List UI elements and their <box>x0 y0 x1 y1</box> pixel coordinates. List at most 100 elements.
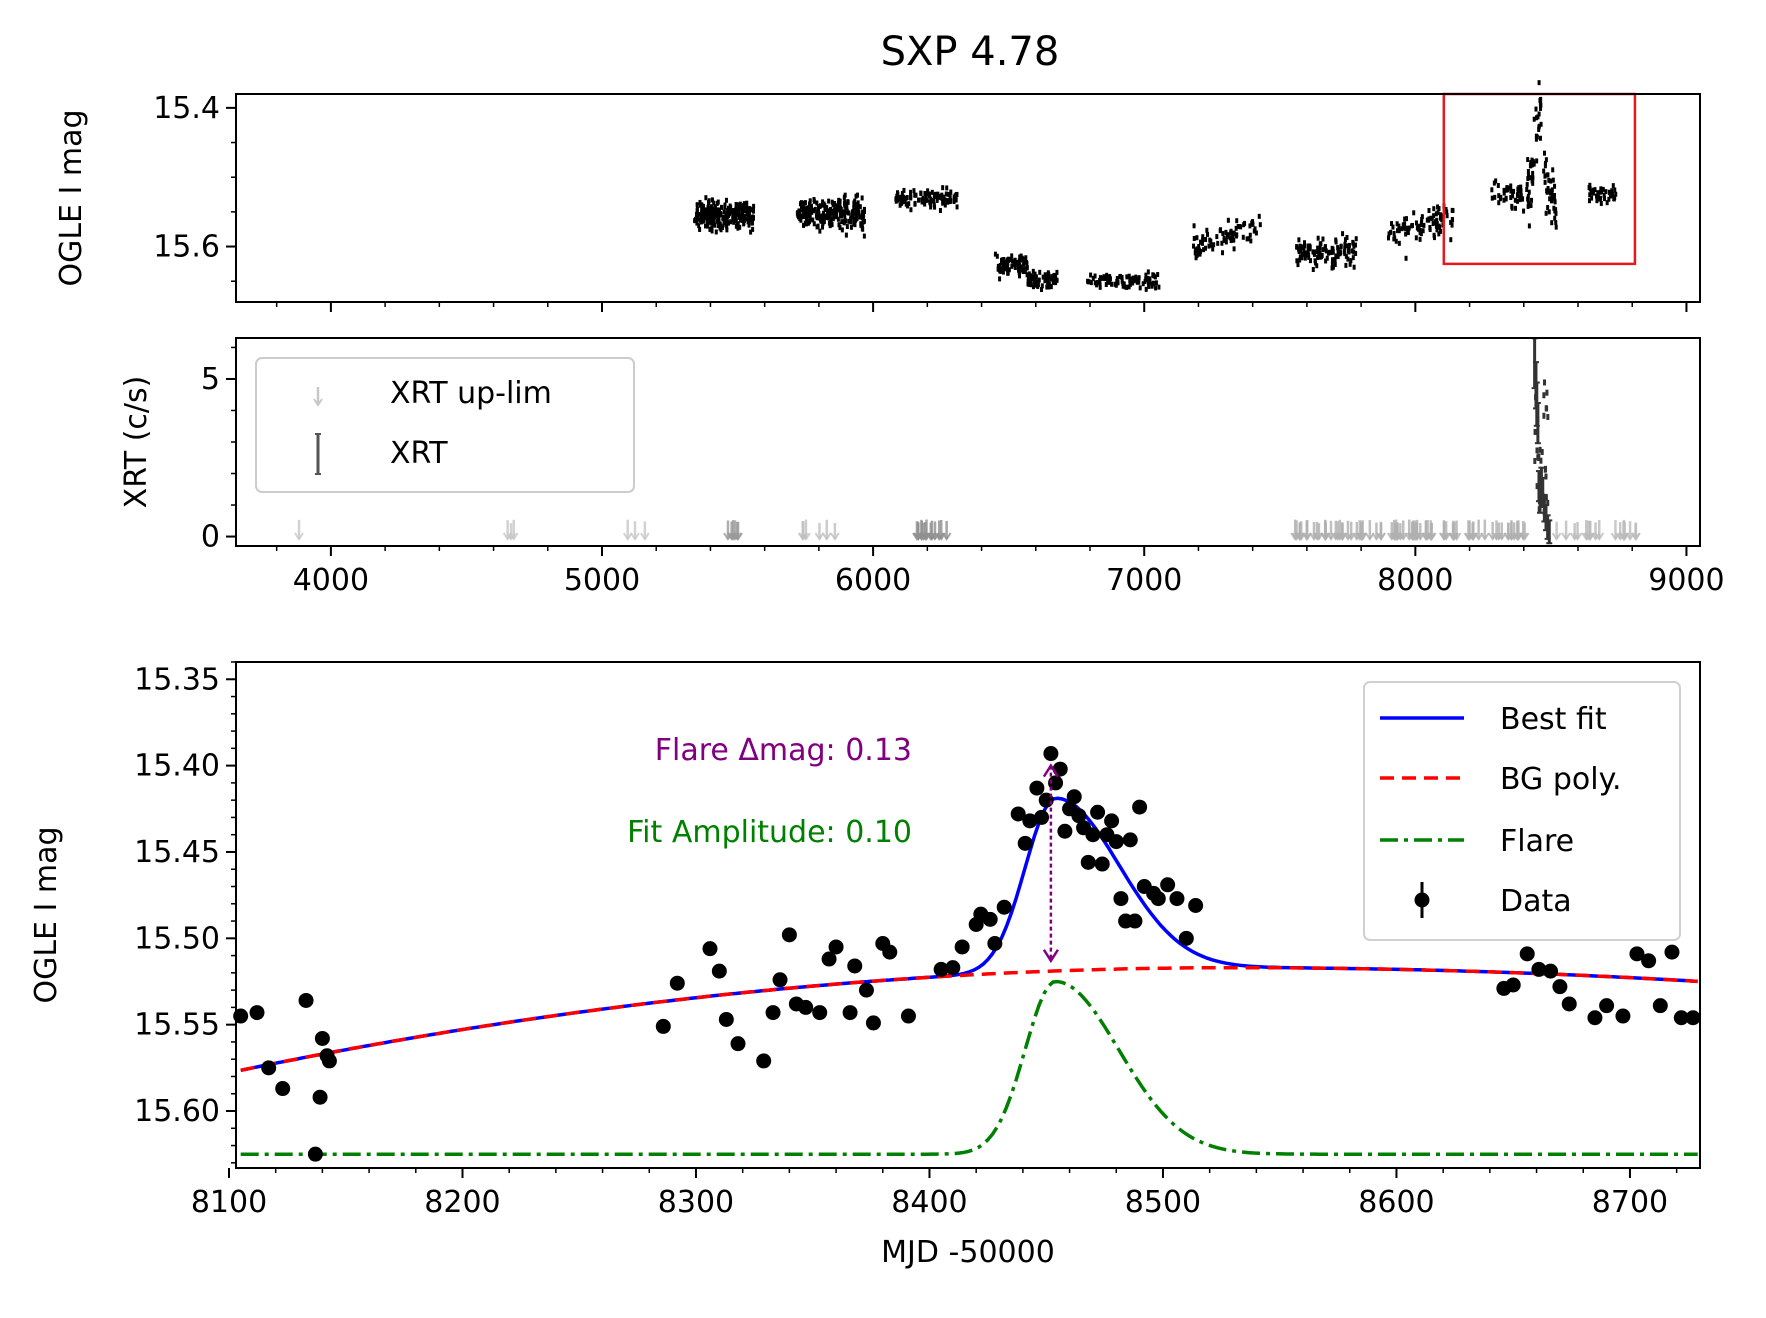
mag-point <box>710 197 714 203</box>
mag-point <box>933 204 937 210</box>
mag-point <box>1241 234 1245 240</box>
mag-point <box>837 206 841 212</box>
mag-point <box>1596 190 1600 196</box>
mag-point <box>840 227 844 233</box>
mag-point <box>734 206 738 212</box>
mag-point <box>1047 284 1051 290</box>
legend-label: Best fit <box>1500 702 1607 737</box>
mag-point <box>1517 185 1521 191</box>
mag-point <box>713 222 717 228</box>
mag-point <box>1400 226 1404 232</box>
mag-point <box>1144 286 1148 292</box>
mag-point <box>1036 282 1040 288</box>
mag-point <box>856 203 860 209</box>
mag-point <box>1550 187 1554 193</box>
mag-point <box>1125 284 1129 290</box>
mag-point <box>1098 284 1102 290</box>
mag-point <box>838 198 842 204</box>
mag-point <box>1553 183 1557 189</box>
mag-point <box>1012 261 1016 267</box>
mag-point <box>726 220 730 226</box>
data-point <box>1029 780 1045 796</box>
mag-point <box>1316 248 1320 254</box>
mag-point <box>1197 243 1201 249</box>
mag-point <box>840 213 844 219</box>
mag-point <box>695 208 699 214</box>
mag-point <box>1021 256 1025 262</box>
mag-point <box>1195 252 1199 258</box>
flare-delta-mag-annotation: Flare Δmag: 0.13 <box>655 733 912 768</box>
mag-point <box>1604 189 1608 195</box>
mag-point <box>1543 173 1547 179</box>
mag-point <box>828 208 832 214</box>
data-point <box>945 960 961 976</box>
mag-point <box>1091 275 1095 281</box>
mag-point <box>695 202 699 208</box>
mag-point <box>802 209 806 215</box>
bg-poly-curve <box>240 965 1698 1073</box>
mag-point <box>1306 251 1310 257</box>
mag-point <box>1421 228 1425 234</box>
mag-point <box>710 228 714 234</box>
y-tick-label: 15.60 <box>134 1094 220 1129</box>
mag-point <box>1333 262 1337 268</box>
uplim-arrowhead <box>1439 532 1449 541</box>
mag-point <box>1427 207 1431 213</box>
mag-point <box>812 221 816 227</box>
data-point <box>765 1005 781 1021</box>
mag-point <box>1018 267 1022 273</box>
data-point <box>933 961 949 977</box>
xrt-detection-fill <box>1546 413 1550 420</box>
data-point <box>1043 746 1059 762</box>
mag-point <box>752 203 756 209</box>
uplim-arrowhead <box>830 532 840 541</box>
mag-point <box>836 200 840 206</box>
mag-point <box>706 218 710 224</box>
xrt-detection-fill <box>1536 415 1540 422</box>
mag-point <box>1050 274 1054 280</box>
mag-point <box>1194 255 1198 261</box>
mag-point <box>1349 258 1353 264</box>
mag-point <box>813 206 817 212</box>
mag-point <box>1396 228 1400 234</box>
mag-point <box>855 215 859 221</box>
mag-point <box>1031 284 1035 290</box>
x-axis-label: MJD -50000 <box>881 1235 1055 1270</box>
data-point <box>1552 979 1568 995</box>
mag-point <box>1516 198 1520 204</box>
mag-point <box>1201 234 1205 240</box>
mag-point <box>1534 106 1538 112</box>
mag-point <box>1318 250 1322 256</box>
mag-point <box>1535 115 1539 121</box>
mag-point <box>1590 190 1594 196</box>
legend-bottom: Best fit BG poly. Flare Data <box>1363 681 1681 941</box>
mag-point <box>900 197 904 203</box>
mag-point <box>1027 271 1031 277</box>
mag-point <box>941 185 945 191</box>
mag-point <box>1300 244 1304 250</box>
mag-point <box>1127 273 1131 279</box>
mag-point <box>731 213 735 219</box>
mag-point <box>1347 249 1351 255</box>
mag-point <box>747 222 751 228</box>
data-point <box>1034 809 1050 825</box>
mag-point <box>720 204 724 210</box>
mag-point <box>1106 279 1110 285</box>
x-tick-label: 6000 <box>835 563 911 598</box>
mag-point <box>1022 266 1026 272</box>
mag-point <box>1543 179 1547 185</box>
mag-point <box>719 227 723 233</box>
mag-point <box>1044 275 1048 281</box>
data-point <box>858 982 874 998</box>
mag-point <box>909 193 913 199</box>
mag-point <box>1009 257 1013 263</box>
mag-point <box>741 211 745 217</box>
arrow-head-up <box>1042 763 1059 778</box>
data-point <box>1685 1010 1701 1026</box>
mag-point <box>727 211 731 217</box>
mag-point <box>1498 196 1502 202</box>
mag-point <box>1529 203 1533 209</box>
mag-point <box>1029 278 1033 284</box>
mag-point <box>1137 277 1141 283</box>
